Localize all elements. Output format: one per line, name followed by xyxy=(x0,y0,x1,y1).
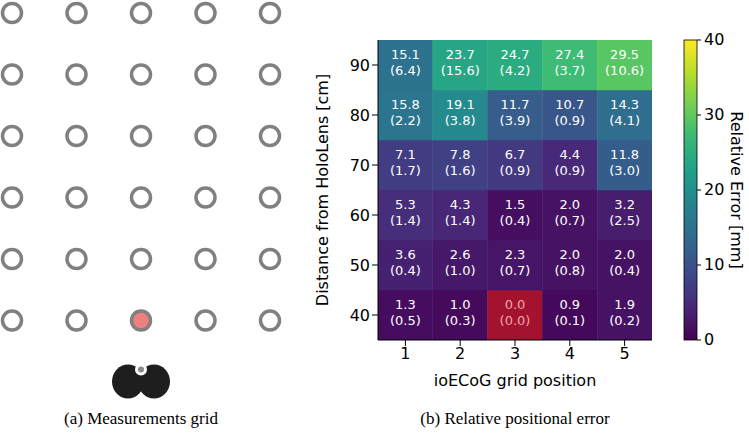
svg-text:80: 80 xyxy=(350,106,370,125)
svg-text:2: 2 xyxy=(455,344,465,363)
svg-text:11.8: 11.8 xyxy=(610,147,639,162)
svg-text:11.7: 11.7 xyxy=(501,97,530,112)
svg-text:(1.6): (1.6) xyxy=(445,163,476,178)
svg-text:(3.8): (3.8) xyxy=(445,113,476,128)
svg-text:(10.6): (10.6) xyxy=(605,63,644,78)
svg-text:3.6: 3.6 xyxy=(395,247,416,262)
svg-text:1.9: 1.9 xyxy=(614,297,635,312)
svg-text:(0.2): (0.2) xyxy=(609,313,640,328)
svg-text:19.1: 19.1 xyxy=(446,97,475,112)
svg-text:Distance from HoloLens [cm]: Distance from HoloLens [cm] xyxy=(313,74,332,306)
svg-text:5: 5 xyxy=(620,344,630,363)
svg-text:20: 20 xyxy=(704,180,724,199)
svg-text:ioECoG grid position: ioECoG grid position xyxy=(434,371,597,390)
svg-text:0: 0 xyxy=(704,330,714,349)
svg-text:27.4: 27.4 xyxy=(555,47,584,62)
svg-text:(1.0): (1.0) xyxy=(445,263,476,278)
svg-text:6.7: 6.7 xyxy=(505,147,526,162)
svg-text:(6.4): (6.4) xyxy=(390,63,421,78)
svg-text:(3.9): (3.9) xyxy=(500,113,531,128)
svg-text:15.1: 15.1 xyxy=(391,47,420,62)
svg-text:70: 70 xyxy=(350,156,370,175)
svg-text:(4.2): (4.2) xyxy=(500,63,531,78)
svg-text:90: 90 xyxy=(350,56,370,75)
svg-text:(0.3): (0.3) xyxy=(445,313,476,328)
svg-text:(0.0): (0.0) xyxy=(500,313,531,328)
svg-text:(0.7): (0.7) xyxy=(554,213,585,228)
svg-text:(4.1): (4.1) xyxy=(609,113,640,128)
svg-text:2.0: 2.0 xyxy=(614,247,635,262)
svg-text:0.9: 0.9 xyxy=(559,297,580,312)
svg-text:2.0: 2.0 xyxy=(559,247,580,262)
svg-text:(0.8): (0.8) xyxy=(554,263,585,278)
svg-text:1.5: 1.5 xyxy=(505,197,526,212)
svg-text:(1.4): (1.4) xyxy=(445,213,476,228)
svg-text:(3.7): (3.7) xyxy=(554,63,585,78)
svg-text:40: 40 xyxy=(350,306,370,325)
svg-text:2.6: 2.6 xyxy=(450,247,471,262)
svg-text:29.5: 29.5 xyxy=(610,47,639,62)
svg-text:3: 3 xyxy=(510,344,520,363)
svg-text:(a) Measurements grid: (a) Measurements grid xyxy=(64,409,218,428)
svg-text:(1.7): (1.7) xyxy=(390,163,421,178)
svg-text:(15.6): (15.6) xyxy=(441,63,480,78)
svg-text:24.7: 24.7 xyxy=(501,47,530,62)
svg-text:(0.9): (0.9) xyxy=(554,113,585,128)
svg-text:(1.4): (1.4) xyxy=(390,213,421,228)
svg-text:2.3: 2.3 xyxy=(505,247,526,262)
svg-text:1.3: 1.3 xyxy=(395,297,416,312)
svg-text:14.3: 14.3 xyxy=(610,97,639,112)
svg-text:(0.4): (0.4) xyxy=(609,263,640,278)
svg-text:(b) Relative positional error: (b) Relative positional error xyxy=(420,409,610,428)
svg-text:15.8: 15.8 xyxy=(391,97,420,112)
svg-text:Relative Error [mm]: Relative Error [mm] xyxy=(727,111,746,268)
svg-text:50: 50 xyxy=(350,256,370,275)
svg-text:4: 4 xyxy=(565,344,575,363)
svg-text:(0.1): (0.1) xyxy=(554,313,585,328)
svg-text:23.7: 23.7 xyxy=(446,47,475,62)
svg-text:10.7: 10.7 xyxy=(555,97,584,112)
svg-text:4.3: 4.3 xyxy=(450,197,471,212)
svg-text:40: 40 xyxy=(704,30,724,49)
svg-text:4.4: 4.4 xyxy=(559,147,580,162)
svg-text:(2.5): (2.5) xyxy=(609,213,640,228)
svg-text:(0.5): (0.5) xyxy=(390,313,421,328)
svg-text:7.1: 7.1 xyxy=(395,147,416,162)
svg-text:(0.9): (0.9) xyxy=(500,163,531,178)
svg-text:(0.4): (0.4) xyxy=(390,263,421,278)
svg-text:(2.2): (2.2) xyxy=(390,113,421,128)
svg-text:10: 10 xyxy=(704,255,724,274)
svg-text:5.3: 5.3 xyxy=(395,197,416,212)
svg-text:(3.0): (3.0) xyxy=(609,163,640,178)
svg-text:(0.4): (0.4) xyxy=(500,213,531,228)
svg-text:3.2: 3.2 xyxy=(614,197,635,212)
svg-text:60: 60 xyxy=(350,206,370,225)
svg-text:30: 30 xyxy=(704,105,724,124)
svg-text:7.8: 7.8 xyxy=(450,147,471,162)
svg-text:2.0: 2.0 xyxy=(559,197,580,212)
svg-text:1.0: 1.0 xyxy=(450,297,471,312)
svg-text:(0.9): (0.9) xyxy=(554,163,585,178)
svg-text:1: 1 xyxy=(400,344,410,363)
svg-text:(0.7): (0.7) xyxy=(500,263,531,278)
svg-text:0.0: 0.0 xyxy=(505,297,526,312)
